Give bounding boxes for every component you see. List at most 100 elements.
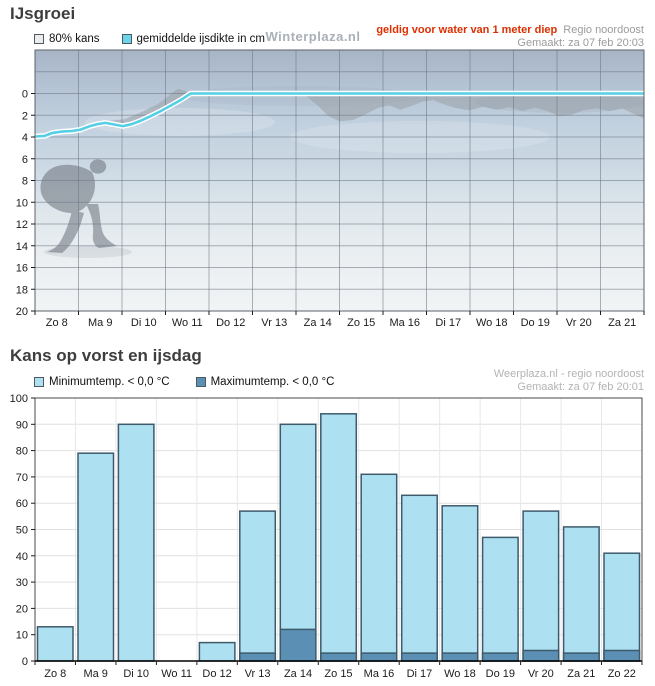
x-tick-label: Za 14 [284, 668, 312, 680]
x-tick-label: Vr 20 [566, 317, 592, 329]
x-tick-label: Do 19 [486, 668, 515, 680]
legend-item-maxtemp: Maximumtemp. < 0,0 °C [195, 376, 335, 388]
y-tick-label: 0 [22, 656, 28, 668]
maxtemp-bar-Do 19 [481, 652, 519, 662]
x-tick-label: Do 12 [202, 668, 231, 680]
line-swatch-icon [121, 34, 132, 44]
x-tick-label: Di 10 [131, 317, 157, 329]
mintemp-bar-Za 21 [562, 526, 600, 662]
mintemp-swatch-icon [34, 377, 44, 387]
mintemp-bar-Zo 15 [320, 413, 358, 662]
chart2-title: Kans op vorst en ijsdag [10, 346, 202, 365]
x-tick-label: Ma 9 [83, 668, 107, 680]
x-tick-label: Za 14 [304, 317, 332, 329]
y-tick-label: 14 [16, 241, 28, 253]
x-tick-label: Di 17 [407, 668, 433, 680]
x-tick-label: Wo 11 [172, 317, 203, 329]
x-tick-label: Vr 20 [528, 668, 554, 680]
legend-label: 80% kans [49, 33, 100, 45]
chart2-legend: Minimumtemp. < 0,0 °C Maximumtemp. < 0,0… [34, 376, 334, 388]
y-tick-label: 16 [16, 263, 28, 275]
generated-note: Gemaakt: za 07 feb 20:03 [517, 37, 644, 49]
y-tick-label: 2 [22, 110, 28, 122]
x-tick-label: Zo 8 [44, 668, 66, 680]
y-tick-label: 6 [22, 154, 28, 166]
probability-bars [36, 413, 641, 662]
axis-labels: 0 10 20 30 40 50 60 70 80 90 100 Zo 8 Ma 9 Di 10 Wo 11… [10, 393, 643, 680]
mintemp-bar-Do 12 [198, 641, 236, 662]
x-tick-label: Di 10 [123, 668, 149, 680]
y-tick-label: 60 [16, 498, 28, 510]
y-tick-label: 0 [22, 89, 28, 101]
watermark: Winterplaza.nl [265, 29, 361, 44]
chart1-title: IJsgroei [10, 4, 76, 23]
y-tick-label: 100 [10, 393, 28, 405]
mintemp-bar-Ma 16 [360, 473, 398, 662]
maxtemp-bar-Di 17 [400, 652, 438, 662]
maxtemp-bar-Zo 22 [603, 649, 641, 662]
mintemp-bar-Di 17 [400, 494, 438, 662]
x-tick-label: Ma 9 [88, 317, 112, 329]
maxtemp-swatch-icon [195, 377, 206, 387]
legend-label: gemiddelde ijsdikte in cm [136, 33, 265, 45]
generated-note: Gemaakt: za 07 feb 20:01 [517, 381, 644, 393]
maxtemp-bar-Vr 20 [522, 649, 560, 662]
legend-label: Maximumtemp. < 0,0 °C [210, 376, 335, 388]
x-tick-label: Za 21 [608, 317, 636, 329]
x-tick-label: Do 12 [216, 317, 245, 329]
x-tick-label: Zo 22 [608, 668, 636, 680]
x-tick-label: Wo 11 [161, 668, 192, 680]
y-tick-label: 20 [16, 603, 28, 615]
x-tick-label: Vr 13 [245, 668, 271, 680]
x-tick-label: Zo 15 [324, 668, 352, 680]
mintemp-bar-Di 10 [117, 423, 155, 662]
maxtemp-bar-Zo 15 [320, 652, 358, 662]
legend-item-ice-thickness: gemiddelde ijsdikte in cm [121, 33, 265, 45]
y-tick-label: 12 [16, 219, 28, 231]
mintemp-bar-Zo 8 [36, 626, 74, 662]
maxtemp-bar-Za 21 [562, 652, 600, 662]
y-tick-label: 10 [16, 630, 28, 642]
y-tick-label: 20 [16, 306, 28, 318]
legend-label: Minimumtemp. < 0,0 °C [49, 376, 170, 388]
y-tick-label: 90 [16, 419, 28, 431]
source-note: Weerplaza.nl - regio noordoost [493, 368, 644, 380]
region-note: Regio noordoost [563, 24, 644, 36]
x-tick-label: Za 21 [567, 668, 595, 680]
x-tick-label: Di 17 [435, 317, 461, 329]
y-tick-label: 8 [22, 176, 28, 188]
x-tick-label: Do 19 [521, 317, 550, 329]
x-tick-label: Zo 15 [347, 317, 375, 329]
uncertainty-band-80pct [102, 88, 644, 129]
x-tick-label: Wo 18 [444, 668, 476, 680]
x-tick-label: Ma 16 [389, 317, 420, 329]
mintemp-bar-Do 19 [481, 536, 519, 662]
frost-chance-chart: 0 10 20 30 40 50 60 70 80 90 100 Zo 8 Ma 9 Di 10 Wo 11… [10, 393, 643, 680]
mintemp-bar-Wo 18 [441, 505, 479, 662]
y-tick-label: 40 [16, 551, 28, 563]
legend-item-mintemp: Minimumtemp. < 0,0 °C [34, 376, 170, 388]
chart1-legend: 80% kans gemiddelde ijsdikte in cm [34, 33, 265, 45]
maxtemp-bar-Wo 18 [441, 652, 479, 662]
ice-growth-chart: 0 2 4 6 8 10 12 14 16 18 20 Zo 8 Ma 9 Di 10 Wo 11 Do 12… [16, 49, 645, 329]
y-tick-label: 50 [16, 525, 28, 537]
axis-labels: 0 2 4 6 8 10 12 14 16 18 20 Zo 8 Ma 9 Di 10 Wo 11 Do 12… [16, 89, 645, 329]
maxtemp-bar-Vr 13 [239, 652, 277, 662]
y-tick-label: 70 [16, 472, 28, 484]
y-tick-label: 18 [16, 284, 28, 296]
chart1-meta: geldig voor water van 1 meter diep Regio … [376, 24, 644, 50]
maxtemp-bar-Za 14 [279, 628, 317, 662]
mintemp-bar-Vr 13 [239, 510, 277, 662]
y-tick-label: 80 [16, 446, 28, 458]
legend-item-80pct: 80% kans [34, 33, 100, 45]
mintemp-bar-Zo 22 [603, 552, 641, 662]
maxtemp-bar-Ma 16 [360, 652, 398, 662]
x-tick-label: Vr 13 [261, 317, 287, 329]
validity-note: geldig voor water van 1 meter diep [376, 24, 558, 36]
band-swatch-icon [34, 34, 44, 44]
y-tick-label: 10 [16, 197, 28, 209]
ice-thickness-line [35, 90, 644, 140]
mintemp-bar-Za 14 [279, 423, 317, 662]
x-tick-label: Wo 18 [476, 317, 508, 329]
